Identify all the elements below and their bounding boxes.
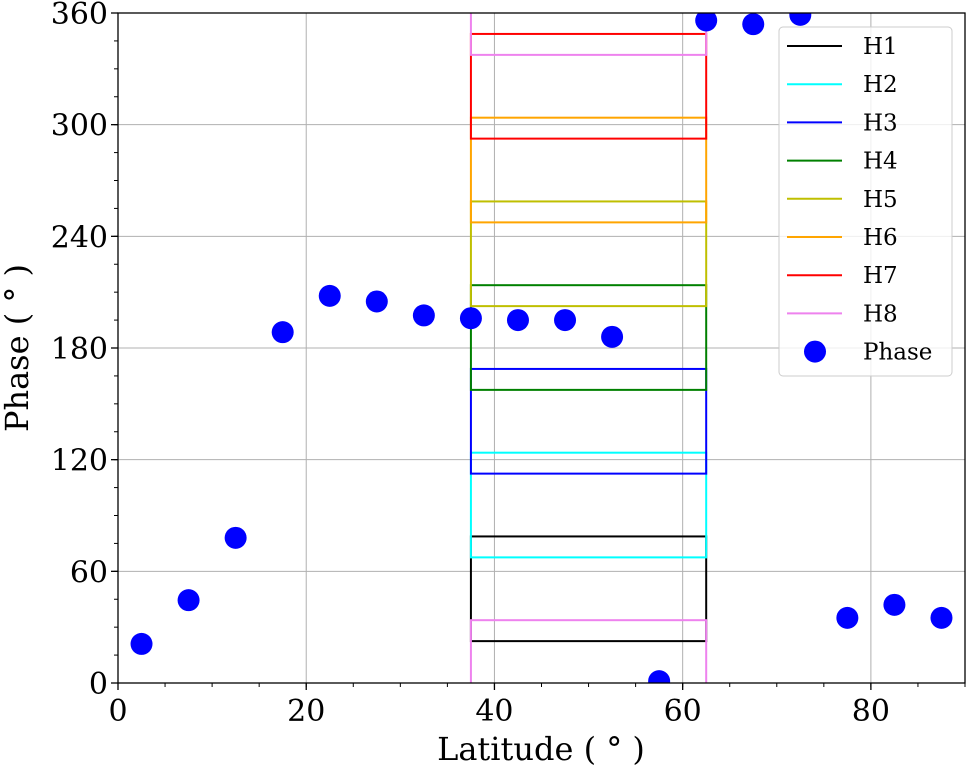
y-tick-label: 0: [89, 667, 108, 702]
legend-item-h6: H6: [787, 225, 898, 251]
phase-point: [365, 290, 388, 313]
harmonic-box-h6: [469, 116, 708, 224]
y-ticks: 0 60 120 180 240 300 360: [51, 0, 118, 702]
harmonic-box-outline: [469, 619, 708, 683]
legend-item-h3: H3: [787, 110, 898, 136]
legend-label: H1: [863, 34, 898, 60]
legend: H1 H2 H3 H4 H5 H6 H7 H8 Phase: [778, 26, 953, 377]
phase-point: [459, 307, 482, 330]
legend-item-h4: H4: [787, 149, 898, 175]
y-tick-label: 360: [51, 0, 108, 32]
x-tick-label: 60: [664, 694, 702, 729]
harmonic-box-h4: [469, 284, 708, 391]
x-ticks: 0 20 40 60 80: [108, 683, 966, 729]
legend-label: H8: [863, 301, 898, 327]
harmonic-box-outline: [469, 284, 708, 391]
legend-label: H6: [863, 225, 898, 251]
harmonic-box-outline: [469, 200, 708, 308]
legend-label: H5: [863, 187, 898, 213]
phase-point: [506, 309, 529, 332]
legend-item-h2: H2: [787, 72, 898, 98]
harmonic-box-h2: [469, 451, 708, 559]
x-tick-label: 20: [287, 694, 325, 729]
y-tick-label: 60: [70, 555, 108, 590]
x-tick-label: 40: [475, 694, 513, 729]
harmonic-box-h3: [469, 367, 708, 475]
y-tick-label: 120: [51, 444, 108, 479]
x-axis-label: Latitude ( ° ): [437, 730, 645, 767]
legend-frame: [778, 26, 953, 377]
legend-marker-swatch: [804, 340, 826, 363]
x-tick-label: 80: [852, 694, 890, 729]
phase-point: [789, 13, 812, 26]
legend-item-h7: H7: [787, 263, 898, 289]
phase-point: [554, 309, 577, 332]
harmonic-box-outline: [469, 451, 708, 559]
phase-point: [271, 321, 294, 344]
harmonic-box-outline: [469, 535, 708, 643]
harmonic-box-h1: [469, 535, 708, 643]
legend-item-h8: H8: [787, 301, 898, 327]
y-tick-label: 180: [51, 332, 108, 367]
phase-point: [695, 13, 718, 32]
harmonic-box-outline: [469, 116, 708, 224]
phase-point: [224, 526, 247, 549]
y-axis-label: Phase ( ° ): [0, 264, 36, 432]
phase-point: [177, 589, 200, 612]
harmonic-box-outline: [469, 32, 708, 140]
phase-point: [318, 284, 341, 307]
phase-point: [412, 304, 435, 327]
legend-item-phase: Phase: [804, 340, 932, 366]
harmonic-box-outline: [469, 367, 708, 475]
legend-label: H4: [863, 149, 898, 175]
harmonic-box-h5: [469, 200, 708, 308]
y-tick-label: 300: [51, 109, 108, 144]
phase-points: [130, 13, 953, 683]
legend-label: H2: [863, 72, 898, 98]
phase-point: [836, 606, 859, 629]
phase-point: [930, 606, 953, 629]
phase-point: [648, 670, 671, 683]
legend-label: H7: [863, 263, 898, 289]
phase-point: [130, 632, 153, 655]
x-tick-label: 0: [108, 694, 127, 729]
legend-item-h5: H5: [787, 187, 898, 213]
harmonic-box-h7: [469, 32, 708, 140]
legend-label: H3: [863, 110, 898, 136]
legend-label: Phase: [863, 340, 932, 366]
y-tick-label: 240: [51, 220, 108, 255]
phase-point: [742, 13, 765, 36]
phase-point: [601, 325, 624, 348]
phase-point: [883, 593, 906, 616]
legend-item-h1: H1: [787, 34, 898, 60]
